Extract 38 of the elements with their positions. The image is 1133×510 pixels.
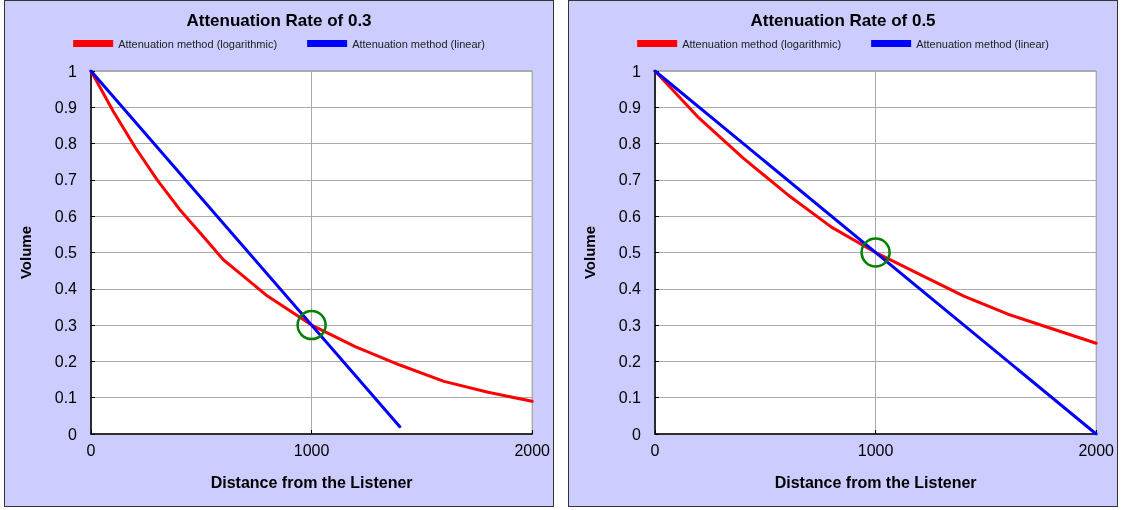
y-tick-label: 0 — [632, 425, 642, 443]
chart-title: Attenuation Rate of 0.3 — [186, 11, 372, 30]
y-tick-label: 0.4 — [54, 280, 78, 298]
y-tick-label: 1 — [68, 62, 78, 80]
y-tick-label: 0.6 — [54, 207, 78, 225]
x-tick-label: 2000 — [514, 441, 551, 459]
y-tick-label: 0 — [68, 425, 78, 443]
x-tick-label: 0 — [86, 441, 96, 459]
x-axis-title: Distance from the Listener — [210, 473, 413, 491]
legend-label: Attenuation method (linear) — [352, 37, 485, 50]
y-tick-label: 0.9 — [54, 98, 78, 116]
legend-label: Attenuation method (logarithmic) — [682, 37, 842, 50]
y-tick-label: 0.7 — [54, 171, 78, 189]
y-tick-label: 0.8 — [618, 135, 642, 153]
y-tick-label: 0.1 — [54, 389, 78, 407]
y-tick-label: 0.6 — [618, 207, 642, 225]
y-tick-label: 0.2 — [54, 352, 78, 370]
y-tick-label: 0.5 — [618, 244, 642, 261]
y-tick-label: 0.5 — [54, 244, 78, 261]
y-tick-label: 0.9 — [618, 98, 642, 116]
x-tick-label: 0 — [650, 441, 660, 459]
chart-title: Attenuation Rate of 0.5 — [750, 11, 936, 30]
y-tick-label: 0.2 — [618, 352, 642, 370]
y-axis-title: Volume — [17, 225, 34, 280]
x-tick-label: 2000 — [1078, 441, 1115, 459]
y-axis-title: Volume — [581, 225, 598, 280]
y-tick-label: 0.4 — [618, 280, 642, 298]
legend-label: Attenuation method (logarithmic) — [118, 37, 278, 50]
y-tick-label: 0.8 — [54, 135, 78, 153]
x-tick-label: 1000 — [857, 441, 894, 459]
x-tick-label: 1000 — [293, 441, 330, 459]
y-tick-label: 0.3 — [618, 316, 642, 334]
legend-label: Attenuation method (linear) — [916, 37, 1049, 50]
y-tick-label: 0.1 — [618, 389, 642, 407]
y-tick-label: 0.7 — [618, 171, 642, 189]
y-tick-label: 1 — [632, 62, 642, 80]
y-tick-label: 0.3 — [54, 316, 78, 334]
x-axis-title: Distance from the Listener — [774, 473, 977, 491]
